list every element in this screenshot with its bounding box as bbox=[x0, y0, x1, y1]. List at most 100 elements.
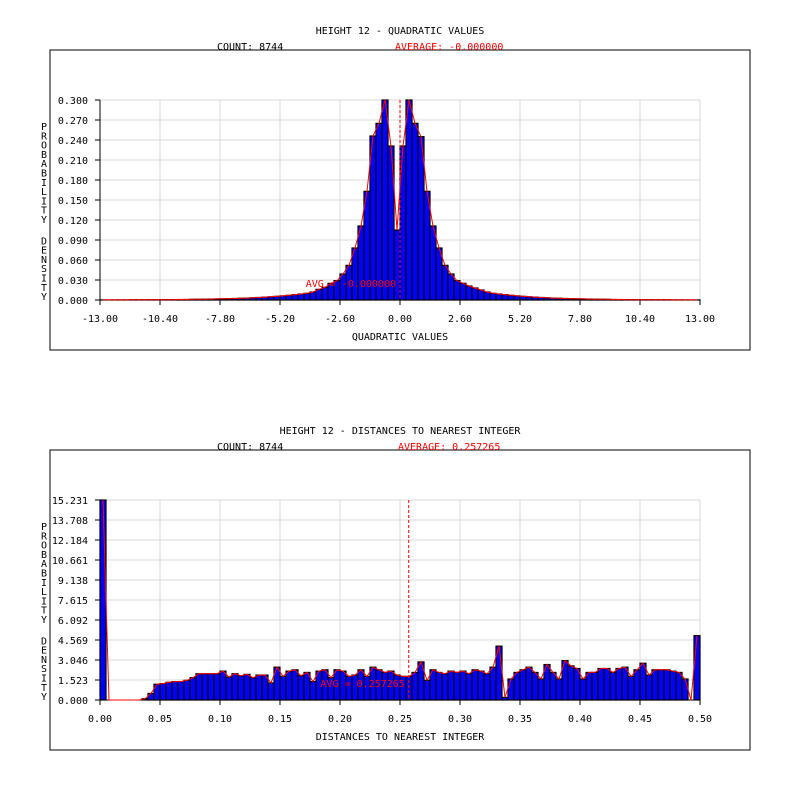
histogram-bar bbox=[447, 670, 455, 701]
x-tick-label: 0.00 bbox=[388, 314, 412, 325]
plot-frame bbox=[49, 49, 751, 351]
histogram-bar bbox=[423, 679, 431, 701]
histogram-bar bbox=[645, 674, 653, 701]
x-tick-label: 5.20 bbox=[508, 314, 532, 325]
histogram-bar bbox=[381, 99, 389, 301]
x-tick-label: 0.15 bbox=[268, 714, 292, 725]
histogram-bar bbox=[615, 667, 623, 701]
histogram-bar bbox=[165, 681, 173, 701]
x-axis-label: DISTANCES TO NEAREST INTEGER bbox=[316, 732, 486, 743]
histogram-bar bbox=[435, 247, 443, 301]
histogram-bar bbox=[501, 294, 509, 301]
histogram-bar bbox=[201, 673, 209, 701]
histogram-bar bbox=[603, 667, 611, 701]
histogram-bar bbox=[429, 225, 437, 301]
count-label: COUNT: 8744 bbox=[217, 442, 283, 453]
histogram-bar bbox=[669, 670, 677, 701]
histogram-bar bbox=[171, 681, 179, 701]
x-tick-label: 10.40 bbox=[625, 314, 655, 325]
histogram-bar bbox=[219, 670, 227, 701]
x-tick-label: -2.60 bbox=[325, 314, 355, 325]
histogram-bar bbox=[177, 681, 185, 701]
histogram-bar bbox=[681, 678, 689, 701]
y-tick-label: 9.138 bbox=[58, 576, 88, 587]
histogram-bar bbox=[567, 665, 575, 701]
histogram-bar bbox=[285, 670, 293, 701]
histogram-bar bbox=[303, 292, 311, 301]
histogram-bar bbox=[471, 669, 479, 701]
histogram-bar bbox=[159, 682, 167, 701]
chart-panel-1: HEIGHT 12 - QUADRATIC VALUES COUNT: 8744 A… bbox=[41, 26, 751, 351]
histogram-bar bbox=[183, 679, 191, 701]
histogram-bar bbox=[309, 291, 317, 301]
histogram-bar bbox=[375, 122, 383, 301]
histogram-bar bbox=[279, 675, 287, 701]
y-tick-label: 0.150 bbox=[58, 196, 88, 207]
y-tick-label: 0.120 bbox=[58, 216, 88, 227]
x-tick-label: 0.40 bbox=[568, 714, 592, 725]
histogram-bar bbox=[621, 666, 629, 701]
y-tick-label: 0.180 bbox=[58, 176, 88, 187]
y-tick-label: 0.090 bbox=[58, 236, 88, 247]
histogram-bar bbox=[225, 676, 233, 701]
histogram-bar bbox=[525, 666, 533, 701]
histogram-bar bbox=[531, 671, 539, 701]
average-annotation: AVG = 0.257265 bbox=[320, 679, 404, 690]
x-tick-label: 0.25 bbox=[388, 714, 412, 725]
x-tick-label: 0.30 bbox=[448, 714, 472, 725]
x-tick-label: -10.40 bbox=[142, 314, 178, 325]
histogram-bar bbox=[411, 122, 419, 301]
histogram-bar bbox=[291, 669, 299, 701]
histogram-bar bbox=[489, 292, 497, 301]
histogram-bar bbox=[459, 282, 467, 301]
histogram-bar bbox=[417, 136, 425, 301]
y-tick-label: 1.523 bbox=[58, 676, 88, 687]
histogram-bar bbox=[507, 678, 515, 701]
y-tick-label: 13.708 bbox=[52, 516, 88, 527]
histogram-bar bbox=[261, 674, 269, 701]
histogram-bar bbox=[651, 669, 659, 701]
histogram-bar bbox=[663, 669, 671, 701]
histogram-bar bbox=[495, 293, 503, 301]
x-tick-label: -13.00 bbox=[82, 314, 118, 325]
histogram-bar bbox=[195, 673, 203, 701]
average-annotation: AVG = -0.000000 bbox=[306, 279, 396, 290]
histogram-bar bbox=[267, 682, 275, 701]
histogram-bar bbox=[291, 294, 299, 301]
histogram-bar bbox=[465, 285, 473, 301]
y-tick-label: 3.046 bbox=[58, 656, 88, 667]
histogram-bar bbox=[675, 671, 683, 701]
histogram-bar bbox=[579, 678, 587, 701]
y-tick-label: 12.184 bbox=[52, 536, 88, 547]
count-label: COUNT: 8744 bbox=[217, 42, 283, 53]
y-tick-label: 0.270 bbox=[58, 116, 88, 127]
y-tick-label: 0.240 bbox=[58, 136, 88, 147]
histogram-bar bbox=[627, 675, 635, 701]
y-tick-label: 0.210 bbox=[58, 156, 88, 167]
histogram-bar bbox=[255, 674, 263, 701]
histogram-bar bbox=[441, 264, 449, 301]
histogram-bar bbox=[351, 247, 359, 301]
histogram-bar bbox=[231, 673, 239, 701]
histogram-bar bbox=[423, 190, 431, 301]
x-tick-label: 0.00 bbox=[88, 714, 112, 725]
histogram-bar bbox=[477, 670, 485, 701]
histogram-bar bbox=[633, 669, 641, 701]
histogram-bar bbox=[249, 677, 257, 701]
chart-panel-2: HEIGHT 12 - DISTANCES TO NEAREST INTEGER… bbox=[41, 426, 751, 751]
x-tick-label: 0.20 bbox=[328, 714, 352, 725]
histogram-bar bbox=[501, 696, 509, 701]
histogram-bar bbox=[99, 499, 107, 701]
density-curve bbox=[102, 499, 698, 701]
x-tick-label: -7.80 bbox=[205, 314, 235, 325]
histogram-bar bbox=[465, 673, 473, 701]
histogram-bar bbox=[519, 669, 527, 701]
histogram-bar bbox=[693, 635, 701, 701]
histogram-bar bbox=[297, 675, 305, 701]
y-tick-label: 0.300 bbox=[58, 96, 88, 107]
y-tick-label: 0.030 bbox=[58, 276, 88, 287]
histogram-bar bbox=[285, 294, 293, 301]
histogram-bar bbox=[609, 671, 617, 701]
x-tick-label: 0.10 bbox=[208, 714, 232, 725]
